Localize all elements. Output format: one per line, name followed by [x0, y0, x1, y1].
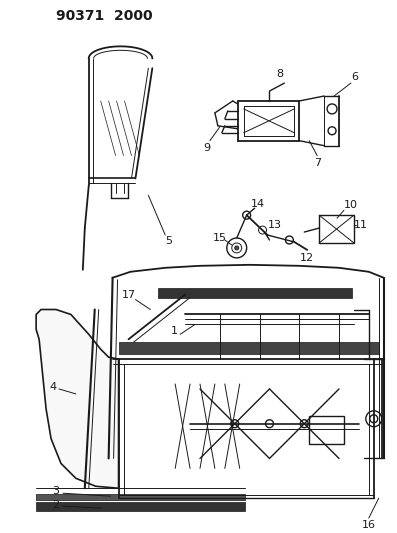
FancyBboxPatch shape: [158, 288, 352, 297]
Text: 5: 5: [165, 236, 172, 246]
FancyBboxPatch shape: [36, 494, 245, 500]
Text: 16: 16: [362, 520, 376, 530]
Text: 7: 7: [314, 158, 321, 167]
Text: 8: 8: [276, 69, 283, 79]
Text: 17: 17: [121, 289, 135, 300]
FancyBboxPatch shape: [119, 342, 379, 354]
Text: 13: 13: [268, 220, 281, 230]
Text: 1: 1: [171, 326, 178, 336]
FancyBboxPatch shape: [36, 502, 245, 511]
Text: 15: 15: [213, 233, 227, 243]
Text: 6: 6: [351, 72, 358, 82]
Text: 4: 4: [50, 382, 57, 392]
Text: 3: 3: [52, 486, 60, 496]
Text: 12: 12: [300, 253, 314, 263]
Text: 90371  2000: 90371 2000: [56, 9, 152, 22]
Text: 11: 11: [354, 220, 368, 230]
Polygon shape: [36, 310, 119, 488]
Text: 10: 10: [344, 200, 358, 210]
Circle shape: [235, 246, 239, 250]
Text: 2: 2: [52, 500, 60, 510]
Text: 9: 9: [203, 143, 210, 152]
Text: 14: 14: [251, 199, 265, 209]
